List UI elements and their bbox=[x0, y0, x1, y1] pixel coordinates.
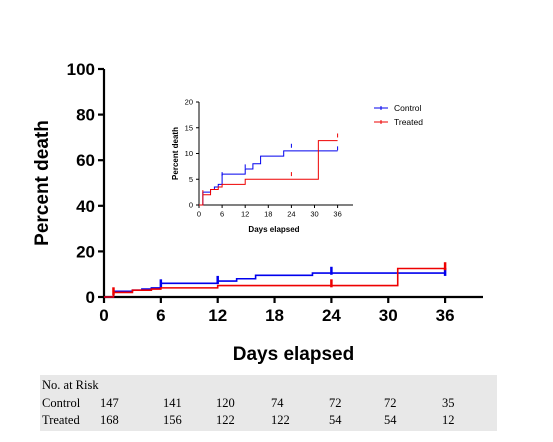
risk-row-control-value: 141 bbox=[163, 396, 182, 410]
x-tick-label: 24 bbox=[322, 306, 341, 325]
risk-table: No. at Risk Control 147 141 120 74 72 72 35 Trea… bbox=[40, 375, 497, 431]
x-tick-label: 18 bbox=[264, 210, 272, 219]
risk-row-treated-value: 156 bbox=[163, 413, 182, 427]
y-tick-label: 5 bbox=[189, 175, 193, 184]
y-tick-label: 0 bbox=[86, 288, 95, 307]
x-tick-label: 36 bbox=[333, 210, 341, 219]
risk-row-treated-value: 168 bbox=[100, 413, 119, 427]
legend-treated-label: Treated bbox=[394, 117, 423, 127]
x-tick-label: 30 bbox=[310, 210, 318, 219]
y-tick-label: 10 bbox=[185, 149, 193, 158]
series-treated-line bbox=[199, 140, 338, 206]
risk-table-title: No. at Risk bbox=[42, 378, 99, 392]
risk-row-control-value: 74 bbox=[271, 396, 284, 410]
x-tick-label: 6 bbox=[156, 306, 165, 325]
risk-row-control-value: 72 bbox=[384, 396, 397, 410]
risk-row-control-value: 120 bbox=[216, 396, 235, 410]
risk-row-control-value: 147 bbox=[100, 396, 119, 410]
x-tick-label: 36 bbox=[436, 306, 455, 325]
risk-row-treated-value: 12 bbox=[442, 413, 455, 427]
legend-control-label: Control bbox=[394, 103, 422, 113]
risk-row-treated-label: Treated bbox=[42, 413, 80, 427]
x-tick-label: 24 bbox=[287, 210, 295, 219]
x-tick-label: 0 bbox=[197, 210, 201, 219]
inset-plot: 0 5 10 15 20 0 6 12 18 24 30 36 Days elapsed Percent … bbox=[171, 98, 423, 234]
x-tick-label: 30 bbox=[379, 306, 398, 325]
risk-row-treated-value: 54 bbox=[384, 413, 397, 427]
y-tick-label: 40 bbox=[76, 197, 95, 216]
risk-row-control-value: 72 bbox=[329, 396, 342, 410]
y-tick-label: 80 bbox=[76, 106, 95, 125]
y-tick-label: 20 bbox=[76, 242, 95, 261]
x-tick-label: 6 bbox=[220, 210, 224, 219]
x-axis-label: Days elapsed bbox=[233, 344, 354, 365]
risk-row-treated-value: 122 bbox=[216, 413, 235, 427]
x-tick-label: 0 bbox=[99, 306, 108, 325]
x-axis-label: Days elapsed bbox=[248, 225, 299, 234]
risk-row-control-label: Control bbox=[42, 396, 81, 410]
risk-row-treated-value: 122 bbox=[271, 413, 290, 427]
y-tick-label: 0 bbox=[189, 201, 193, 210]
risk-row-treated-value: 54 bbox=[329, 413, 342, 427]
y-tick-label: 60 bbox=[76, 151, 95, 170]
y-axis-label: Percent death bbox=[171, 127, 180, 180]
y-tick-label: 20 bbox=[185, 98, 193, 107]
y-tick-label: 100 bbox=[67, 60, 95, 79]
series-control-line bbox=[199, 150, 338, 206]
x-tick-label: 12 bbox=[208, 306, 227, 325]
risk-row-control-value: 35 bbox=[442, 396, 455, 410]
x-tick-label: 18 bbox=[265, 306, 284, 325]
x-tick-label: 12 bbox=[241, 210, 249, 219]
series-treated-line bbox=[104, 267, 446, 298]
y-axis-label: Percent death bbox=[32, 120, 53, 246]
y-tick-label: 15 bbox=[185, 123, 193, 132]
